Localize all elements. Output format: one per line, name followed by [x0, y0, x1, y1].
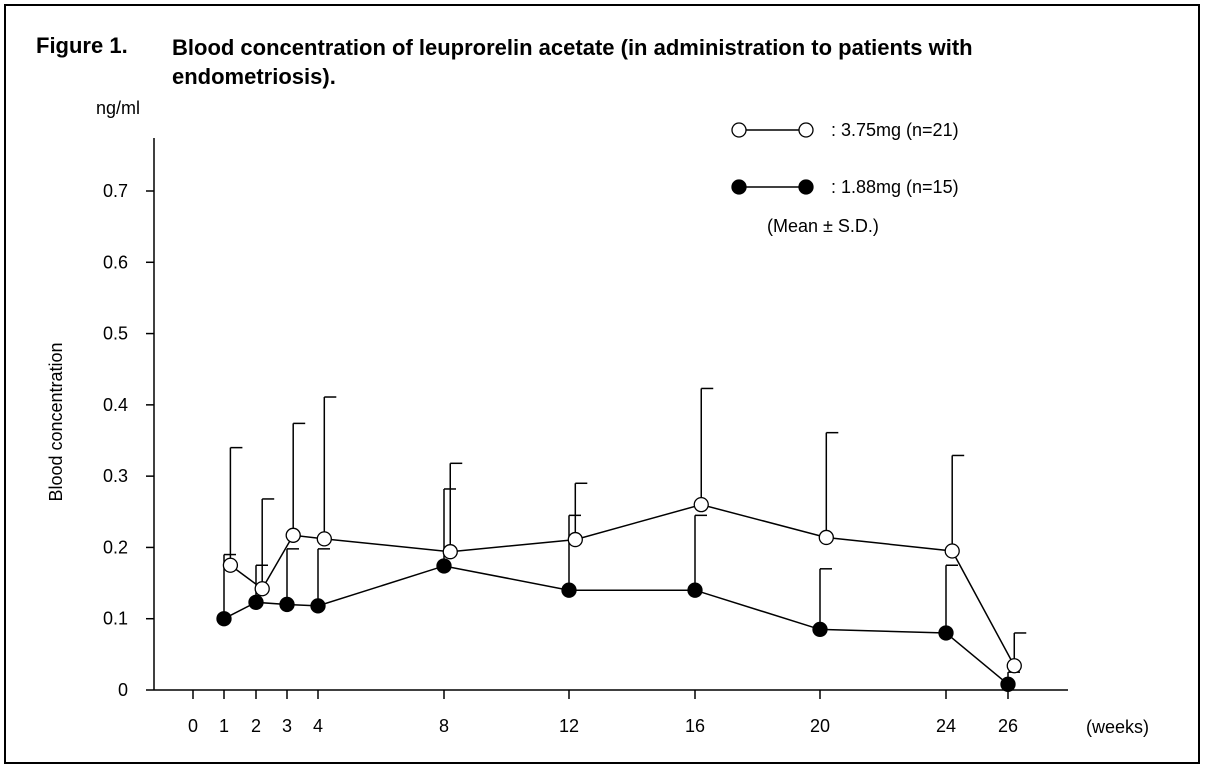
- figure-title: Blood concentration of leuprorelin aceta…: [172, 35, 973, 89]
- x-tick-label: 20: [810, 716, 830, 736]
- x-tick-label: 2: [251, 716, 261, 736]
- data-point: [310, 598, 326, 614]
- x-tick-label: 8: [439, 716, 449, 736]
- data-point: [944, 543, 960, 559]
- data-point: [567, 531, 583, 548]
- series-line: [229, 503, 1015, 667]
- y-unit-label: ng/ml: [96, 98, 140, 118]
- data-point: [561, 582, 577, 598]
- x-tick-label: 12: [559, 716, 579, 736]
- data-point: [216, 611, 232, 627]
- y-tick-label: 0.4: [103, 395, 128, 415]
- legend-marker: [798, 122, 814, 138]
- data-point: [818, 529, 834, 546]
- x-tick-label: 3: [282, 716, 292, 736]
- chart-axes: 00.10.20.30.40.50.60.70 1 2 3 4 8 12 16 20 24 26ng…: [46, 98, 1149, 737]
- x-tick-label: 26: [998, 716, 1018, 736]
- legend-label: : 3.75mg (n=21): [831, 120, 959, 140]
- legend-marker: [731, 122, 747, 138]
- series-3-75mg: [222, 387, 1027, 674]
- figure-number: Figure 1.: [36, 33, 128, 58]
- y-tick-label: 0.1: [103, 609, 128, 629]
- y-tick-label: 0.2: [103, 537, 128, 557]
- y-tick-label: 0.3: [103, 466, 128, 486]
- data-point: [687, 582, 703, 598]
- data-point: [285, 527, 301, 543]
- y-tick-label: 0.7: [103, 181, 128, 201]
- chart-series-layer: [216, 387, 1027, 692]
- y-tick-label: 0.6: [103, 252, 128, 272]
- y-axis-title: Blood concentration: [46, 342, 66, 501]
- chart-legend: : 3.75mg (n=21) : 1.88mg (n=15) (Mean ± S.…: [731, 120, 959, 236]
- data-point: [693, 497, 709, 513]
- data-point: [436, 558, 452, 574]
- data-point: [316, 531, 332, 547]
- legend-marker: [798, 179, 814, 195]
- data-point: [279, 596, 295, 613]
- y-tick-label: 0.5: [103, 324, 128, 344]
- data-point: [1006, 658, 1022, 674]
- series-1-88mg: [216, 488, 1020, 692]
- x-tick-label: 0: [188, 716, 198, 736]
- legend-label: : 1.88mg (n=15): [831, 177, 959, 197]
- data-point: [222, 557, 239, 573]
- data-point: [938, 625, 954, 641]
- x-tick-label: 1: [219, 716, 229, 736]
- x-tick-label: 4: [313, 716, 323, 736]
- data-point: [248, 594, 264, 610]
- data-point: [442, 544, 458, 560]
- legend-item-1-88mg: : 1.88mg (n=15): [731, 177, 959, 197]
- data-point: [812, 621, 828, 638]
- x-unit-label: (weeks): [1086, 717, 1149, 737]
- data-point: [1000, 676, 1016, 692]
- x-tick-label: 16: [685, 716, 705, 736]
- legend-note: (Mean ± S.D.): [767, 216, 879, 236]
- series-line: [223, 565, 1009, 685]
- figure-frame: [4, 4, 1200, 764]
- y-tick-label: 0: [118, 680, 128, 700]
- legend-marker: [731, 179, 747, 195]
- legend-item-3-75mg: : 3.75mg (n=21): [731, 120, 959, 140]
- data-point: [254, 581, 270, 597]
- x-tick-label: 24: [936, 716, 956, 736]
